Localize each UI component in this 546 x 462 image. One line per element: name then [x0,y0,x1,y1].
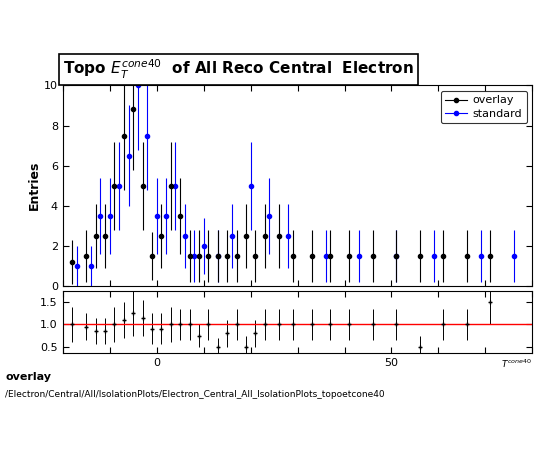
Legend: overlay, standard: overlay, standard [441,91,527,123]
Text: /Electron/Central/All/IsolationPlots/Electron_Central_All_IsolationPlots_topoetc: /Electron/Central/All/IsolationPlots/Ele… [5,390,385,399]
Text: Topo $E_T^{cone40}$  of All Reco Central  Electron: Topo $E_T^{cone40}$ of All Reco Central … [63,58,414,81]
Text: overlay: overlay [5,372,51,382]
Y-axis label: Entries: Entries [28,161,41,210]
Text: $\mathit{T}^{cone40}$: $\mathit{T}^{cone40}$ [501,358,532,371]
